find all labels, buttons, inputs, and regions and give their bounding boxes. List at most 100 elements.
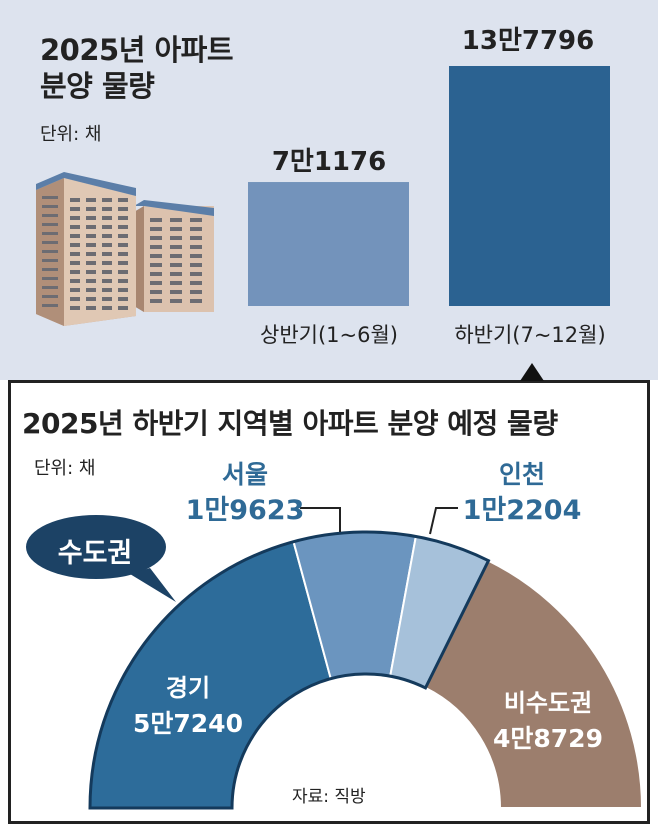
window-mark <box>102 216 112 220</box>
window-mark <box>86 297 96 301</box>
window-mark <box>150 254 162 258</box>
capital-area-label: 수도권 <box>57 538 133 569</box>
window-mark <box>150 236 162 240</box>
window-mark <box>190 299 202 303</box>
window-mark <box>170 254 182 258</box>
window-mark <box>150 263 162 267</box>
value-gyeonggi: 5만7240 <box>133 709 243 738</box>
window-mark <box>102 288 112 292</box>
window-mark <box>70 234 80 238</box>
window-mark <box>170 236 182 240</box>
window-mark <box>70 225 80 229</box>
window-mark <box>42 205 58 208</box>
window-mark <box>102 279 112 283</box>
top-title-line2: 분양 물량 <box>40 69 155 103</box>
window-mark <box>118 234 128 238</box>
segment-non-capital <box>424 559 644 809</box>
window-mark <box>102 225 112 229</box>
window-mark <box>42 250 58 253</box>
window-mark <box>190 263 202 267</box>
window-mark <box>86 216 96 220</box>
window-mark <box>190 272 202 276</box>
window-mark <box>86 225 96 229</box>
window-mark <box>118 207 128 211</box>
label-gyeonggi: 경기 <box>165 674 211 702</box>
window-mark <box>118 279 128 283</box>
leader-line-incheon <box>429 507 458 535</box>
window-mark <box>118 252 128 256</box>
window-mark <box>118 288 128 292</box>
window-mark <box>150 290 162 294</box>
window-mark <box>70 198 80 202</box>
window-mark <box>150 299 162 303</box>
top-chart-title: 2025년 아파트 분양 물량 <box>40 32 234 104</box>
window-mark <box>102 243 112 247</box>
window-mark <box>102 261 112 265</box>
bar-label-second-half: 하반기(7~12월) <box>454 323 606 347</box>
window-mark <box>190 281 202 285</box>
window-mark <box>102 297 112 301</box>
label-seoul: 서울 <box>221 460 268 489</box>
label-incheon: 인천 <box>498 460 545 489</box>
bar-label-first-half: 상반기(1~6월) <box>260 323 398 347</box>
window-mark <box>42 214 58 217</box>
window-mark <box>42 259 58 262</box>
window-mark <box>42 196 58 199</box>
value-non-capital: 4만8729 <box>493 724 603 753</box>
window-mark <box>42 223 58 226</box>
window-mark <box>190 236 202 240</box>
window-mark <box>118 270 128 274</box>
window-mark <box>170 218 182 222</box>
window-mark <box>118 216 128 220</box>
window-mark <box>70 207 80 211</box>
window-mark <box>86 207 96 211</box>
window-mark <box>70 252 80 256</box>
window-mark <box>86 279 96 283</box>
window-mark <box>86 261 96 265</box>
window-mark <box>102 252 112 256</box>
capital-area-bubble <box>26 515 176 602</box>
window-mark <box>190 227 202 231</box>
window-mark <box>42 295 58 298</box>
window-mark <box>86 252 96 256</box>
window-mark <box>118 306 128 310</box>
window-mark <box>150 272 162 276</box>
bottom-unit-label: 단위: 채 <box>34 458 96 479</box>
window-mark <box>70 270 80 274</box>
apartment-building-icon <box>36 172 214 326</box>
window-mark <box>150 218 162 222</box>
bar-value-second-half: 13만7796 <box>461 26 595 56</box>
window-mark <box>190 254 202 258</box>
window-mark <box>70 297 80 301</box>
window-mark <box>42 268 58 271</box>
bottom-chart-title: 2025년 하반기 지역별 아파트 분양 예정 물량 <box>22 407 558 440</box>
window-mark <box>42 304 58 307</box>
window-mark <box>86 243 96 247</box>
pointer-arrow-icon <box>520 363 544 381</box>
bar-second-half <box>449 66 610 306</box>
window-mark <box>170 299 182 303</box>
window-mark <box>86 234 96 238</box>
capital-area-outline <box>88 530 491 810</box>
window-mark <box>102 234 112 238</box>
window-mark <box>86 198 96 202</box>
window-mark <box>170 227 182 231</box>
window-mark <box>70 261 80 265</box>
window-mark <box>118 225 128 229</box>
window-mark <box>86 288 96 292</box>
window-mark <box>150 281 162 285</box>
window-mark <box>102 207 112 211</box>
value-incheon: 1만2204 <box>462 495 582 526</box>
window-mark <box>118 198 128 202</box>
top-unit-label: 단위: 채 <box>40 124 102 145</box>
window-mark <box>190 245 202 249</box>
window-mark <box>42 286 58 289</box>
window-mark <box>190 290 202 294</box>
window-mark <box>150 245 162 249</box>
window-mark <box>170 263 182 267</box>
window-mark <box>86 270 96 274</box>
window-mark <box>170 245 182 249</box>
window-mark <box>42 241 58 244</box>
